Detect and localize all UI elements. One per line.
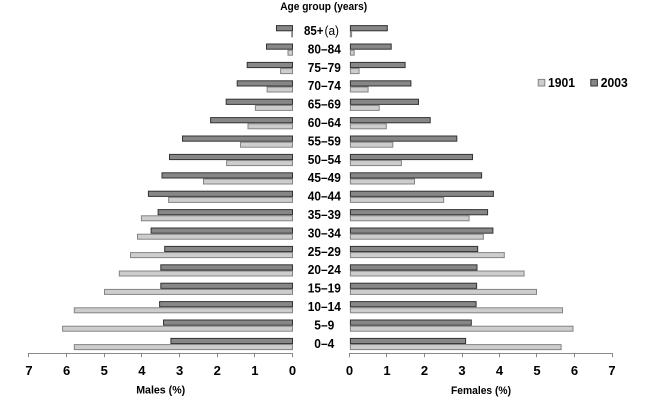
- svg-text:Females (%): Females (%): [451, 385, 511, 397]
- svg-text:35–39: 35–39: [308, 207, 341, 222]
- svg-text:70–74: 70–74: [308, 78, 342, 93]
- svg-text:75–79: 75–79: [308, 60, 341, 75]
- svg-text:15–19: 15–19: [308, 281, 341, 296]
- svg-text:40–44: 40–44: [308, 189, 342, 204]
- svg-text:(a): (a): [325, 23, 340, 38]
- svg-text:0: 0: [289, 363, 296, 378]
- svg-text:85+: 85+: [304, 23, 324, 38]
- svg-text:Males (%): Males (%): [136, 385, 185, 397]
- svg-text:80–84: 80–84: [308, 41, 342, 56]
- svg-text:6: 6: [63, 363, 70, 378]
- svg-text:Age group (years): Age group (years): [280, 1, 367, 13]
- svg-text:7: 7: [608, 363, 615, 378]
- svg-text:45–49: 45–49: [308, 170, 341, 185]
- svg-text:1: 1: [383, 363, 390, 378]
- svg-text:5: 5: [533, 363, 540, 378]
- svg-text:3: 3: [176, 363, 183, 378]
- svg-text:0–4: 0–4: [314, 336, 335, 351]
- svg-text:25–29: 25–29: [308, 244, 341, 259]
- svg-text:20–24: 20–24: [308, 262, 342, 277]
- svg-text:2: 2: [214, 363, 221, 378]
- svg-text:0: 0: [346, 363, 353, 378]
- svg-text:1: 1: [251, 363, 258, 378]
- svg-text:60–64: 60–64: [308, 115, 342, 130]
- svg-text:3: 3: [458, 363, 465, 378]
- svg-text:55–59: 55–59: [308, 133, 341, 148]
- svg-text:4: 4: [496, 363, 504, 378]
- svg-text:1901: 1901: [548, 75, 575, 90]
- svg-text:2003: 2003: [601, 75, 628, 90]
- svg-text:6: 6: [571, 363, 578, 378]
- svg-text:50–54: 50–54: [308, 152, 342, 167]
- svg-text:65–69: 65–69: [308, 97, 341, 112]
- svg-text:4: 4: [138, 363, 146, 378]
- svg-text:7: 7: [25, 363, 32, 378]
- svg-text:30–34: 30–34: [308, 225, 342, 240]
- svg-text:5: 5: [101, 363, 108, 378]
- svg-text:10–14: 10–14: [308, 299, 342, 314]
- svg-text:5–9: 5–9: [314, 317, 334, 332]
- svg-text:2: 2: [421, 363, 428, 378]
